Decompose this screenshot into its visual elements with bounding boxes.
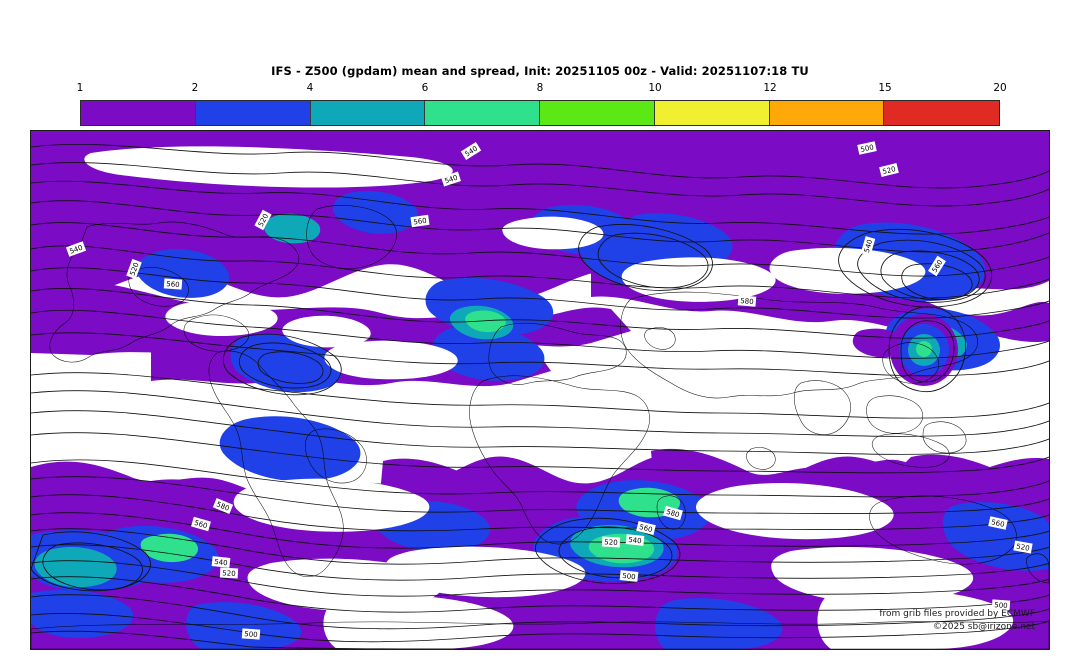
contour-label: 560 (988, 516, 1008, 530)
contour-label-box (191, 516, 211, 532)
contour-label-box (860, 236, 876, 256)
contour-label: 540 (211, 556, 231, 568)
contour-label: 500 (991, 599, 1011, 611)
contour-label: 520 (126, 258, 142, 280)
contour-label-text: 560 (638, 523, 653, 534)
contour-label-box (1013, 540, 1033, 554)
contour-label-text: 540 (444, 174, 459, 186)
contour-label-text: 560 (166, 280, 180, 289)
colorbar-segment (884, 101, 999, 125)
contour-label: 580 (663, 505, 683, 521)
contour-label-text: 500 (860, 143, 875, 154)
contour-label-text: 500 (622, 572, 636, 581)
contour-label: 520 (1013, 540, 1033, 554)
coastlines (31, 205, 1049, 649)
contour-label-box (636, 520, 656, 536)
colorbar-tick-label: 6 (421, 82, 429, 94)
contour-label-text: 580 (665, 508, 680, 519)
contour-label: 560 (410, 214, 430, 228)
contour-label-box (254, 209, 272, 231)
mean-height-contours (31, 143, 1049, 649)
colorbar-segment (540, 101, 655, 125)
contour-label-box (625, 534, 645, 546)
contour-label: 520 (601, 536, 621, 548)
contour-label-text: 540 (628, 536, 642, 545)
attribution-source: from grib files provided by ECMWF (879, 609, 1035, 619)
attribution-copyright: ©2025 sb@irizone.net (933, 622, 1035, 632)
contour-label: 520 (879, 162, 899, 178)
contour-label-text: 500 (244, 630, 258, 639)
contour-label-text: 560 (991, 518, 1006, 529)
contour-label: 560 (636, 520, 656, 536)
colorbar-segment (195, 101, 311, 125)
contour-label-box (857, 141, 877, 155)
contour-label-text: 520 (1016, 542, 1031, 552)
contour-label-box (219, 567, 239, 579)
colorbar-tick-labels: 1 2 4 6 8 10 12 15 20 (76, 82, 1007, 98)
contour-label-box (601, 536, 621, 548)
contour-label-box (211, 556, 231, 568)
colorbar-tick-label: 2 (191, 82, 199, 94)
contour-label: 540 (625, 534, 645, 546)
contour-label-text: 520 (222, 569, 236, 578)
contour-label: 520 (219, 567, 239, 579)
colorbar-segment (654, 101, 770, 125)
contour-label-text: 560 (413, 217, 427, 227)
colorbar: 1 2 4 6 8 10 12 15 20 (77, 82, 1007, 126)
contour-label: 500 (619, 570, 639, 582)
contour-label: 560 (191, 516, 211, 532)
contour-label-text: 520 (882, 165, 897, 176)
colorbar-tick-label: 10 (648, 82, 662, 94)
contour-label-box (65, 241, 87, 257)
contour-label-text: 540 (863, 239, 874, 254)
contour-label-text: 520 (604, 538, 618, 547)
contour-label-box (163, 278, 183, 290)
contour-label-box (440, 171, 462, 187)
map-plot: 540 540 520 540 520 560 560 500 520 540 560 580 580 5… (31, 131, 1049, 649)
contour-label: 580 (737, 295, 757, 307)
colorbar-tick-label: 4 (306, 82, 314, 94)
contour-label-box (988, 516, 1008, 530)
contour-label-box (410, 214, 430, 228)
contour-label-box (212, 498, 234, 514)
contour-label-box (241, 628, 261, 640)
contour-label-box (991, 599, 1011, 611)
contour-labels: 540 540 520 540 520 560 560 500 520 540 560 580 580 5… (65, 141, 1033, 640)
contour-label-box (928, 255, 946, 277)
contour-label: 500 (857, 141, 877, 155)
spread-max-typhoon (890, 314, 958, 386)
contour-label-text: 540 (214, 558, 228, 567)
contour-label: 500 (241, 628, 261, 640)
contour-label-box (663, 505, 683, 521)
page-title: IFS - Z500 (gpdam) mean and spread, Init… (271, 64, 809, 78)
colorbar-segment (310, 101, 426, 125)
contour-label-box (879, 162, 899, 178)
colorbar-tick-label: 8 (536, 82, 544, 94)
colorbar-segment (81, 101, 196, 125)
contour-label-box (619, 570, 639, 582)
contour-label-text: 560 (193, 519, 208, 530)
contour-label: 540 (860, 236, 876, 256)
map-panel: 540 540 520 540 520 560 560 500 520 540 560 580 580 5… (30, 130, 1050, 650)
contour-label-box (126, 258, 142, 280)
contour-label: 540 (440, 171, 462, 187)
contour-label: 560 (163, 278, 183, 290)
contour-label-text: 580 (740, 297, 754, 306)
contour-label: 540 (65, 241, 87, 257)
contour-label-text: 500 (994, 601, 1008, 610)
spread-shading-north (31, 131, 1049, 482)
contour-label-box (460, 142, 482, 160)
colorbar-tick-label: 20 (993, 82, 1007, 94)
colorbar-gradient (80, 100, 1000, 126)
colorbar-segment (425, 101, 540, 125)
colorbar-tick-label: 1 (76, 82, 84, 94)
contour-label: 580 (212, 498, 234, 514)
colorbar-segment (769, 101, 885, 125)
colorbar-tick-label: 15 (878, 82, 892, 94)
contour-label-box (737, 295, 757, 307)
colorbar-tick-label: 12 (763, 82, 777, 94)
